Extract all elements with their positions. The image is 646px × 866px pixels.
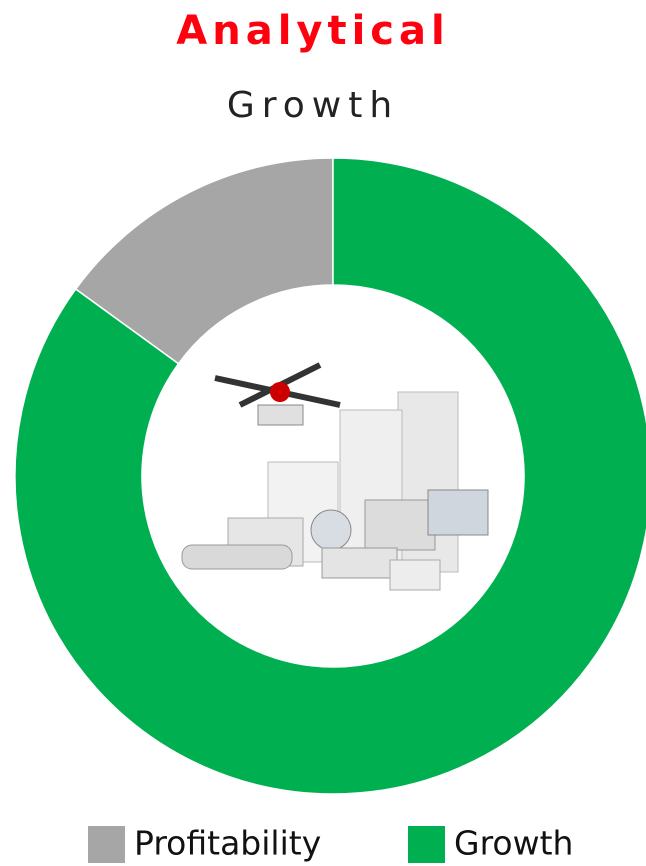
legend-label: Growth: [454, 824, 573, 863]
donut: [14, 157, 646, 795]
legend-swatch: [408, 826, 445, 863]
legend-swatch: [88, 826, 125, 863]
center-image: [181, 362, 489, 591]
donut-slice: [14, 157, 646, 795]
legend-label: Profitability: [134, 824, 321, 863]
legend: Profitability Growth: [88, 824, 573, 863]
chart-subtitle: Growth: [227, 85, 399, 126]
chart-title: Analytical: [176, 8, 449, 54]
donut-slice: [74, 157, 334, 365]
